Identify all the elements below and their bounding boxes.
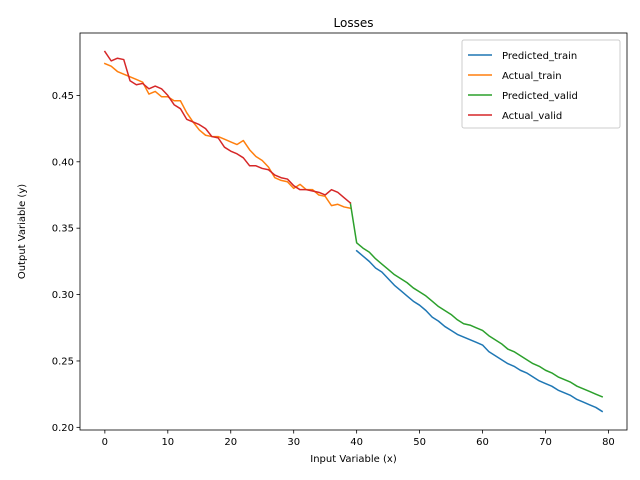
series-line-actual-valid [103, 50, 352, 205]
legend-label: Predicted_train [502, 51, 577, 62]
series-line-predicted-train [355, 249, 604, 413]
series-line-actual-train [103, 62, 352, 210]
legend-label: Predicted_valid [502, 91, 578, 102]
plot-frame [79, 32, 628, 431]
x-tick-label: 0 [102, 437, 108, 448]
x-axis: 0 10 20 30 40 50 60 70 80 [102, 430, 615, 448]
series-layer [103, 50, 604, 413]
x-tick-label: 60 [476, 437, 489, 448]
y-tick-label: 0.25 [52, 356, 74, 367]
legend-label: Actual_train [502, 71, 562, 82]
x-tick-label: 50 [413, 437, 426, 448]
y-tick-label: 0.35 [52, 224, 74, 235]
series-line-predicted-valid [349, 202, 604, 398]
y-tick-label: 0.45 [52, 91, 74, 102]
y-tick-label: 0.40 [52, 157, 74, 168]
x-axis-label: Input Variable (x) [310, 454, 397, 465]
x-tick-label: 70 [539, 437, 552, 448]
x-tick-label: 40 [350, 437, 363, 448]
y-tick-label: 0.20 [52, 423, 74, 434]
y-axis-label: Output Variable (y) [17, 184, 28, 279]
x-tick-label: 20 [224, 437, 237, 448]
x-tick-label: 80 [602, 437, 615, 448]
y-axis: 0.20 0.25 0.30 0.35 0.40 0.45 [52, 91, 80, 434]
x-tick-label: 30 [287, 437, 300, 448]
chart-title: Losses [334, 16, 374, 30]
legend-box [461, 39, 621, 129]
legend-label: Actual_valid [502, 111, 562, 122]
y-tick-label: 0.30 [52, 290, 74, 301]
legend: Predicted_train Actual_train Predicted_val… [461, 39, 621, 129]
x-tick-label: 10 [161, 437, 174, 448]
